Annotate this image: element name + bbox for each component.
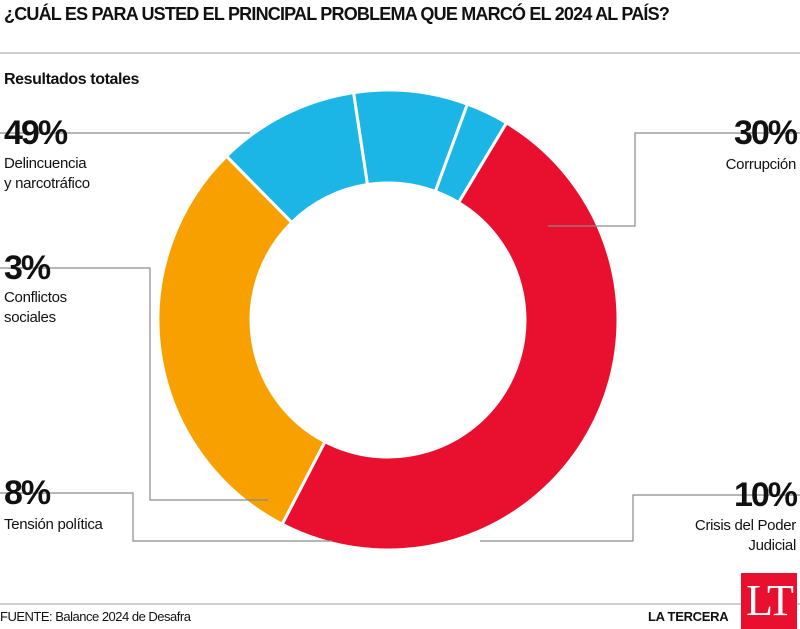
label-crisis: Crisis del Poder Judicial — [695, 516, 796, 556]
chart-subtitle: Resultados totales — [4, 71, 140, 88]
label-delincuencia: Delincuencia y narcotráfico — [4, 154, 90, 194]
pct-crisis: 10% — [733, 476, 798, 514]
label-conflictos: Conflictos sociales — [4, 288, 67, 328]
donut-chart — [0, 88, 800, 552]
label-tension: Tensión política — [4, 516, 103, 533]
label-delincuencia-line1: Delincuencia — [4, 155, 87, 172]
label-corrupcion: Corrupción — [725, 156, 797, 173]
title-divider — [0, 52, 800, 54]
brand-name: LA TERCERA — [648, 609, 729, 624]
label-crisis-line1: Crisis del Poder — [694, 517, 796, 534]
leader-line-crisis — [480, 494, 800, 542]
slice-conflictos-sociales — [433, 102, 509, 205]
slice-delincuencia-y-narcotráfico — [280, 120, 620, 552]
donut-slices — [156, 88, 620, 552]
leader-line-corrupcion — [548, 132, 800, 227]
slice-corrupción — [156, 154, 327, 527]
chart-title: ¿CUÁL ES PARA USTED EL PRINCIPAL PROBLEM… — [4, 4, 670, 24]
source-note: FUENTE: Balance 2024 de Desafra — [0, 609, 191, 624]
label-crisis-line2: Judicial — [748, 537, 796, 554]
label-conflictos-line1: Conflictos — [4, 289, 67, 306]
leader-line-tension — [0, 492, 332, 542]
label-conflictos-line2: sociales — [4, 309, 56, 326]
label-delincuencia-line2: y narcotráfico — [4, 175, 90, 192]
pct-corrupcion: 30% — [733, 114, 798, 152]
pct-tension: 8% — [4, 474, 51, 512]
pct-conflictos: 3% — [4, 249, 51, 287]
footer-divider — [0, 603, 800, 605]
la-tercera-logo: LT — [741, 573, 797, 629]
pct-delincuencia: 49% — [4, 114, 68, 152]
leader-line-conflictos — [0, 267, 268, 501]
leader-lines — [0, 132, 800, 542]
